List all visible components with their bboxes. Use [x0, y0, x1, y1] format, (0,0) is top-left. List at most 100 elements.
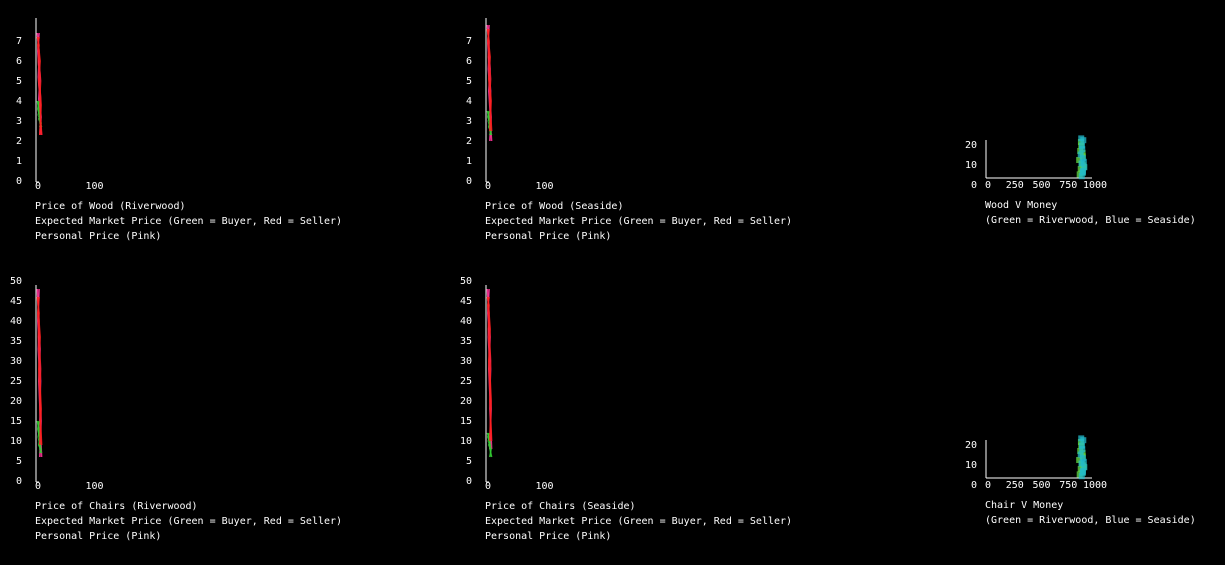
- scatter-point-seaside: [1079, 446, 1086, 453]
- x-tick-label: 750: [1059, 480, 1078, 491]
- series-line-seller: [37, 36, 43, 136]
- y-tick-label: 0: [15, 176, 22, 187]
- x-tick-label: 0: [34, 181, 42, 192]
- y-tick-label: 40: [459, 316, 472, 327]
- scatter-point-riverwood: [1076, 157, 1083, 163]
- y-tick-label: 30: [459, 356, 472, 367]
- series-line-buyer: [487, 110, 493, 136]
- chart-caption: (Green = Riverwood, Blue = Seaside): [985, 215, 1196, 226]
- scatter-point-seaside: [1079, 469, 1086, 476]
- chart-title: Wood V Money: [985, 200, 1058, 211]
- y-tick-label: 5: [15, 76, 22, 87]
- series-line-seller: [37, 296, 43, 446]
- scatter-point-seaside: [1078, 135, 1085, 142]
- x-tick-label: 250: [1005, 480, 1024, 491]
- y-tick-label: 5: [465, 456, 472, 467]
- y-tick-label: 50: [9, 276, 22, 287]
- chart-title: Price of Chairs (Seaside): [485, 501, 636, 512]
- y-tick-label: 10: [964, 460, 977, 471]
- x-tick-label: 0: [984, 480, 992, 491]
- y-tick-label: 7: [15, 36, 22, 47]
- y-tick-label: 10: [459, 436, 472, 447]
- y-tick-label: 0: [465, 176, 472, 187]
- y-tick-label: 10: [9, 436, 22, 447]
- x-tick-label: 0: [984, 180, 992, 191]
- scatter-point-seaside: [1079, 155, 1086, 162]
- y-tick-label: 0: [970, 180, 977, 191]
- y-tick-label: 3: [15, 116, 22, 127]
- y-tick-label: 4: [465, 96, 472, 107]
- chart-caption: Expected Market Price (Green = Buyer, Re…: [485, 216, 793, 227]
- chart-caption: Personal Price (Pink): [35, 231, 162, 242]
- scatter-point-seaside: [1079, 169, 1086, 176]
- y-tick-label: 0: [465, 476, 472, 487]
- y-tick-label: 15: [9, 416, 22, 427]
- scatter-point-seaside: [1078, 173, 1085, 180]
- chart-title: Chair V Money: [985, 500, 1064, 511]
- y-tick-label: 6: [465, 56, 472, 67]
- chart-caption: Personal Price (Pink): [35, 531, 162, 542]
- scatter-point-seaside: [1078, 435, 1085, 442]
- x-tick-label: 1000: [1082, 180, 1108, 191]
- y-tick-label: 20: [9, 396, 22, 407]
- x-tick-label: 100: [85, 181, 104, 192]
- x-tick-label: 500: [1032, 480, 1051, 491]
- scatter-point-seaside: [1077, 151, 1084, 158]
- y-tick-label: 0: [970, 480, 977, 491]
- y-tick-label: 50: [459, 276, 472, 287]
- y-tick-label: 15: [459, 416, 472, 427]
- scatter-point-seaside: [1079, 146, 1086, 153]
- x-tick-label: 100: [535, 181, 554, 192]
- y-tick-label: 25: [459, 376, 472, 387]
- x-tick-label: 0: [34, 481, 42, 492]
- chart-caption: Expected Market Price (Green = Buyer, Re…: [35, 216, 343, 227]
- scatter-point-riverwood: [1076, 457, 1083, 463]
- y-tick-label: 2: [15, 136, 22, 147]
- chart-caption: (Green = Riverwood, Blue = Seaside): [985, 515, 1196, 526]
- y-tick-label: 35: [459, 336, 472, 347]
- y-tick-label: 5: [465, 76, 472, 87]
- scatter-point-seaside: [1078, 473, 1085, 480]
- scatter-point-seaside: [1079, 455, 1086, 462]
- x-tick-label: 500: [1032, 180, 1051, 191]
- x-tick-label: 750: [1059, 180, 1078, 191]
- y-tick-label: 7: [465, 36, 472, 47]
- scatter-point-seaside: [1081, 164, 1088, 171]
- y-tick-label: 0: [15, 476, 22, 487]
- y-tick-label: 4: [15, 96, 22, 107]
- y-tick-label: 2: [465, 136, 472, 147]
- y-tick-label: 20: [964, 140, 977, 151]
- y-tick-label: 25: [9, 376, 22, 387]
- x-tick-label: 1000: [1082, 480, 1108, 491]
- series-line-seller: [486, 296, 492, 442]
- y-tick-label: 20: [964, 440, 977, 451]
- x-tick-label: 100: [85, 481, 104, 492]
- y-tick-label: 1: [15, 156, 22, 167]
- y-tick-label: 35: [9, 336, 22, 347]
- chart-caption: Expected Market Price (Green = Buyer, Re…: [485, 516, 793, 527]
- series-line-seller: [36, 296, 42, 446]
- scatter-point-seaside: [1081, 464, 1088, 471]
- y-tick-label: 10: [964, 160, 977, 171]
- x-tick-label: 250: [1005, 180, 1024, 191]
- chart-caption: Personal Price (Pink): [485, 531, 612, 542]
- y-tick-label: 3: [465, 116, 472, 127]
- chart-title: Price of Wood (Riverwood): [35, 201, 186, 212]
- x-tick-label: 0: [484, 481, 492, 492]
- series-line-seller: [486, 28, 492, 132]
- y-tick-label: 5: [15, 456, 22, 467]
- scatter-point-seaside: [1078, 160, 1085, 167]
- chart-caption: Expected Market Price (Green = Buyer, Re…: [35, 516, 343, 527]
- x-tick-label: 100: [535, 481, 554, 492]
- chart-title: Price of Wood (Seaside): [485, 201, 624, 212]
- scatter-point-seaside: [1078, 460, 1085, 467]
- y-tick-label: 1: [465, 156, 472, 167]
- series-line-seller: [36, 36, 42, 136]
- series-line-seller: [487, 296, 493, 442]
- y-tick-label: 45: [9, 296, 22, 307]
- y-tick-label: 30: [9, 356, 22, 367]
- y-tick-label: 20: [459, 396, 472, 407]
- y-tick-label: 6: [15, 56, 22, 67]
- y-tick-label: 45: [459, 296, 472, 307]
